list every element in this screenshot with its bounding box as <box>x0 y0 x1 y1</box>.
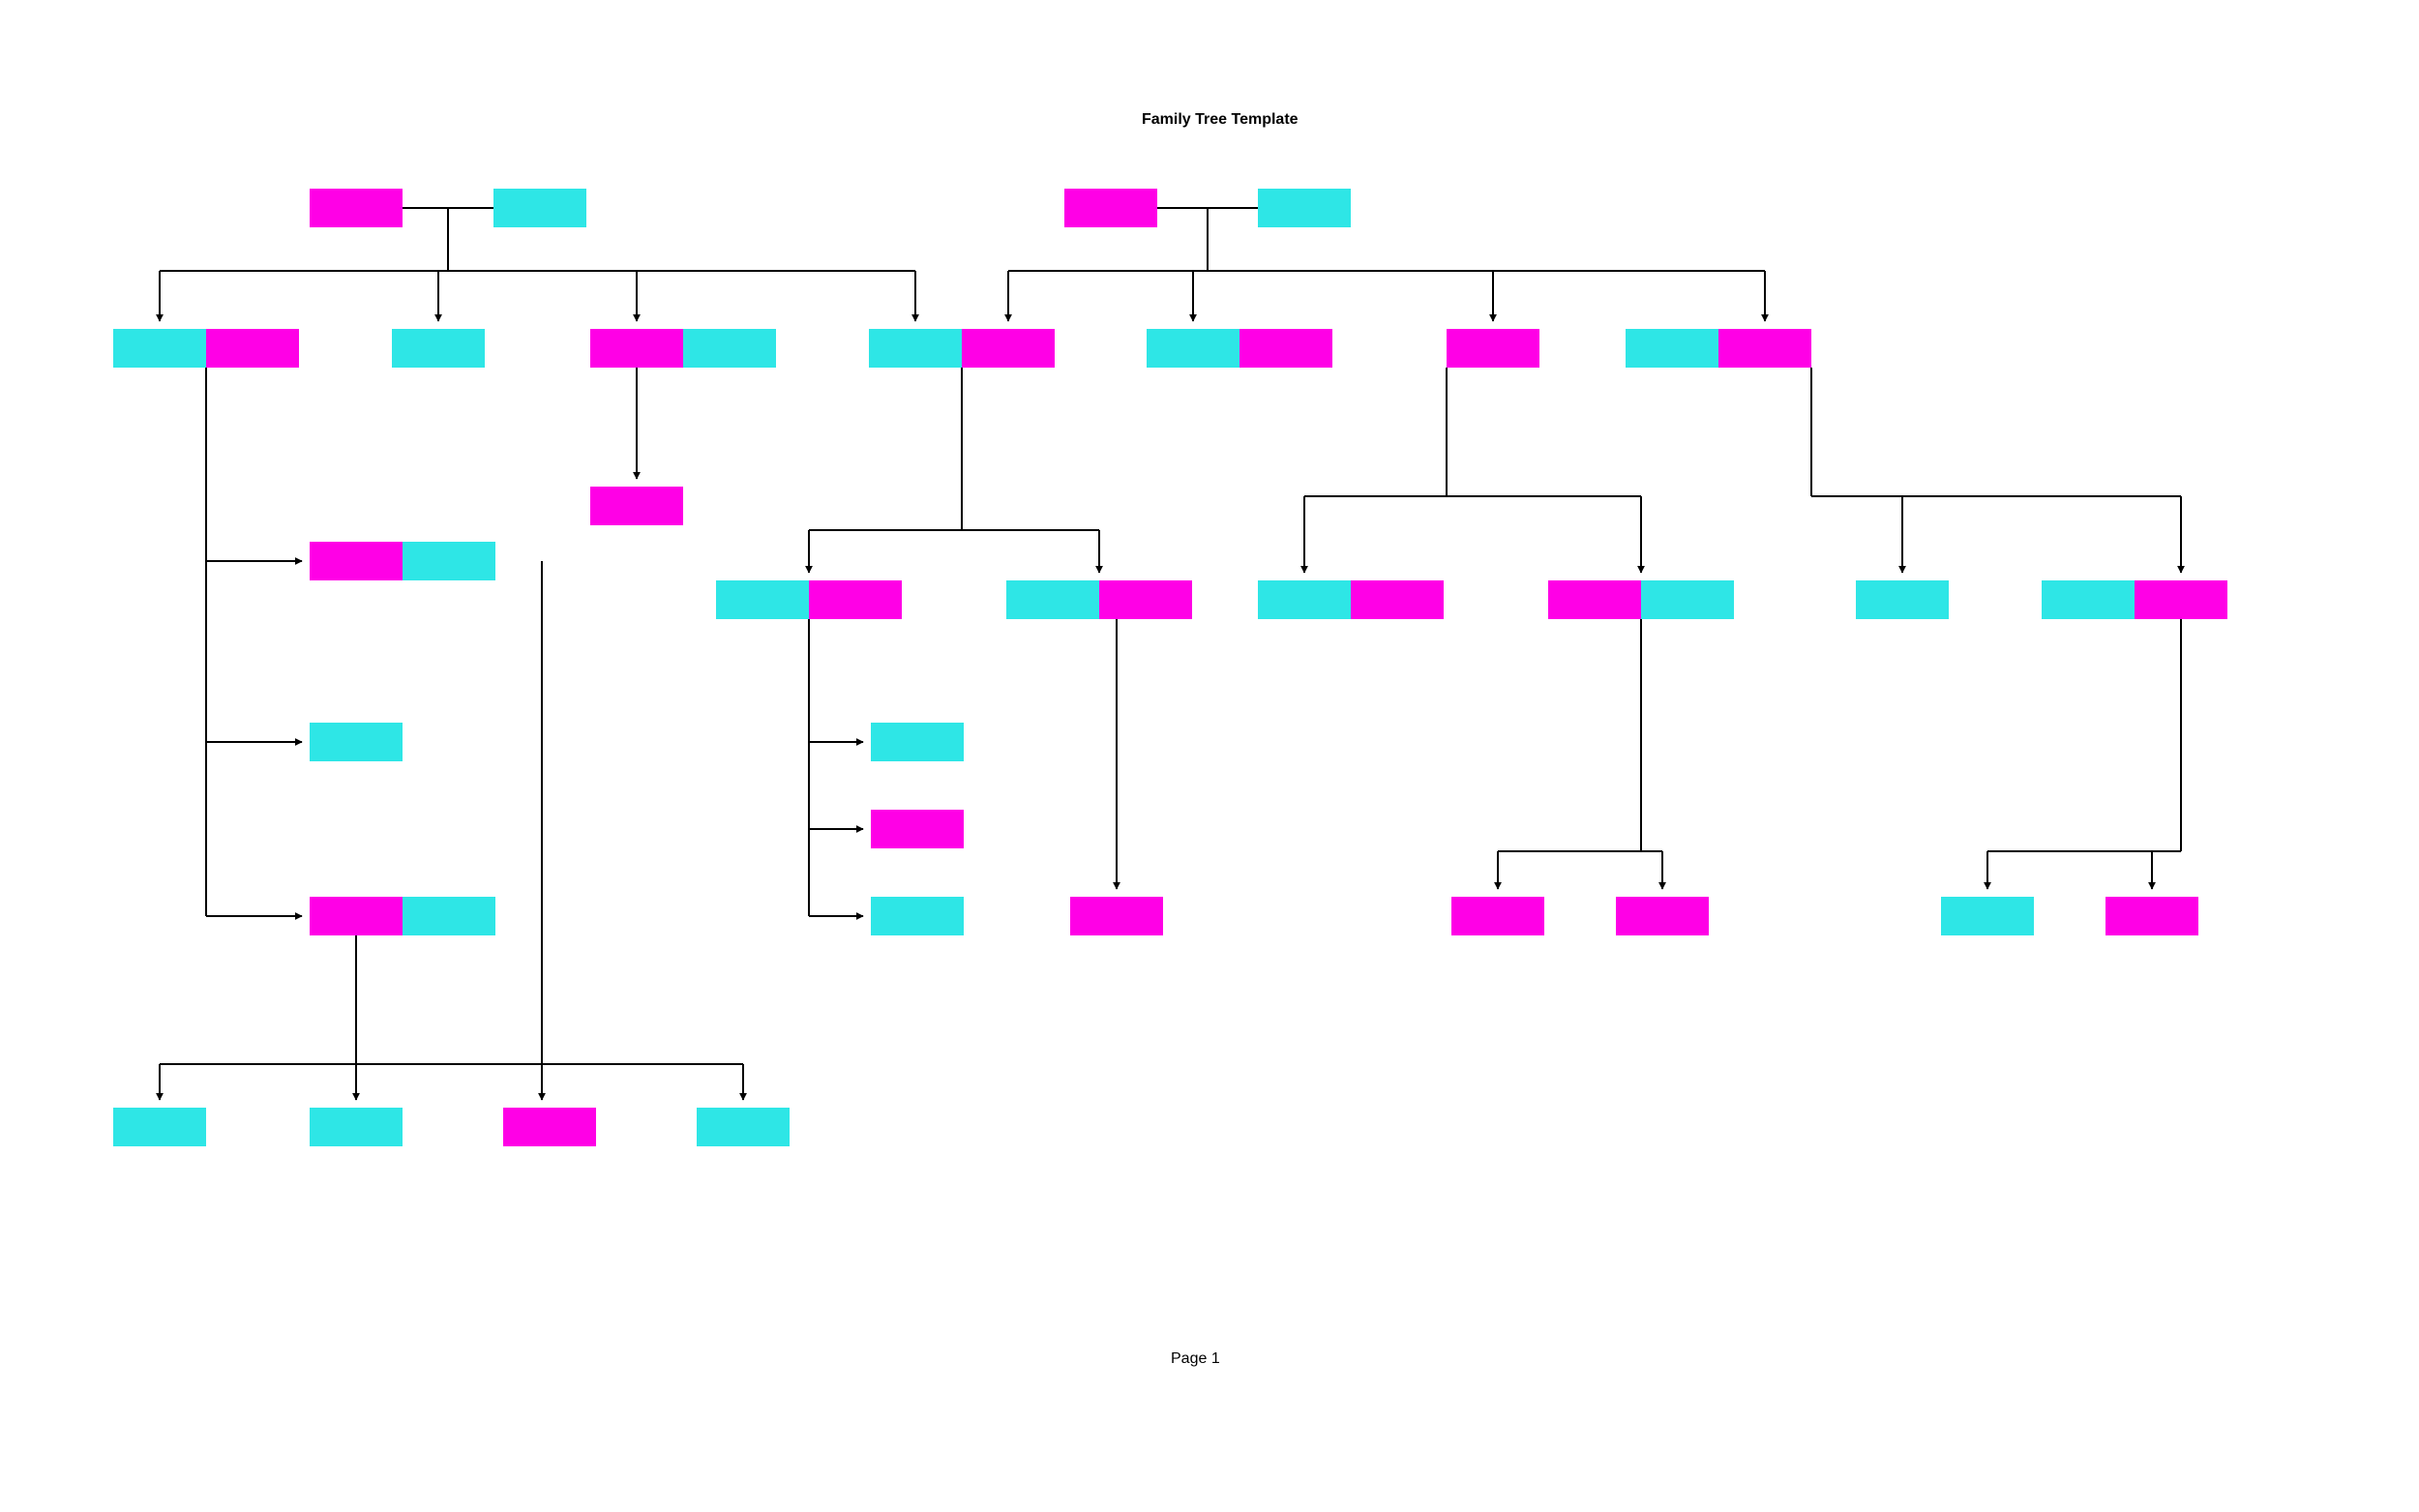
tree-node <box>310 542 403 580</box>
tree-node <box>310 897 403 935</box>
tree-node <box>1070 897 1163 935</box>
tree-node <box>1447 329 1539 368</box>
tree-node <box>503 1108 596 1146</box>
tree-node <box>697 1108 790 1146</box>
tree-node <box>683 329 776 368</box>
tree-node <box>113 329 206 368</box>
tree-node <box>1064 189 1157 227</box>
tree-node <box>310 1108 403 1146</box>
tree-node <box>1856 580 1949 619</box>
tree-node <box>1548 580 1641 619</box>
tree-node <box>1616 897 1709 935</box>
tree-node <box>2042 580 2135 619</box>
tree-node <box>590 487 683 525</box>
tree-node <box>1099 580 1192 619</box>
tree-node <box>1258 189 1351 227</box>
tree-node <box>716 580 809 619</box>
tree-node <box>493 189 586 227</box>
tree-node <box>809 580 902 619</box>
tree-node <box>2105 897 2198 935</box>
tree-node <box>1641 580 1734 619</box>
tree-node <box>310 189 403 227</box>
tree-node <box>392 329 485 368</box>
tree-node <box>206 329 299 368</box>
family-tree-diagram: Family Tree Template Page 1 <box>0 0 2419 1512</box>
tree-node <box>403 542 495 580</box>
tree-node <box>871 810 964 848</box>
tree-node <box>1258 580 1351 619</box>
diagram-svg <box>0 0 2419 1512</box>
tree-node <box>869 329 962 368</box>
tree-node <box>1626 329 1718 368</box>
tree-node <box>1147 329 1239 368</box>
tree-node <box>590 329 683 368</box>
tree-node <box>1941 897 2034 935</box>
tree-node <box>113 1108 206 1146</box>
tree-node <box>310 723 403 761</box>
tree-node <box>962 329 1055 368</box>
tree-node <box>403 897 495 935</box>
tree-node <box>871 897 964 935</box>
tree-node <box>1239 329 1332 368</box>
tree-node <box>1451 897 1544 935</box>
tree-node <box>1006 580 1099 619</box>
tree-node <box>871 723 964 761</box>
tree-node <box>1718 329 1811 368</box>
tree-node <box>2135 580 2227 619</box>
tree-node <box>1351 580 1444 619</box>
